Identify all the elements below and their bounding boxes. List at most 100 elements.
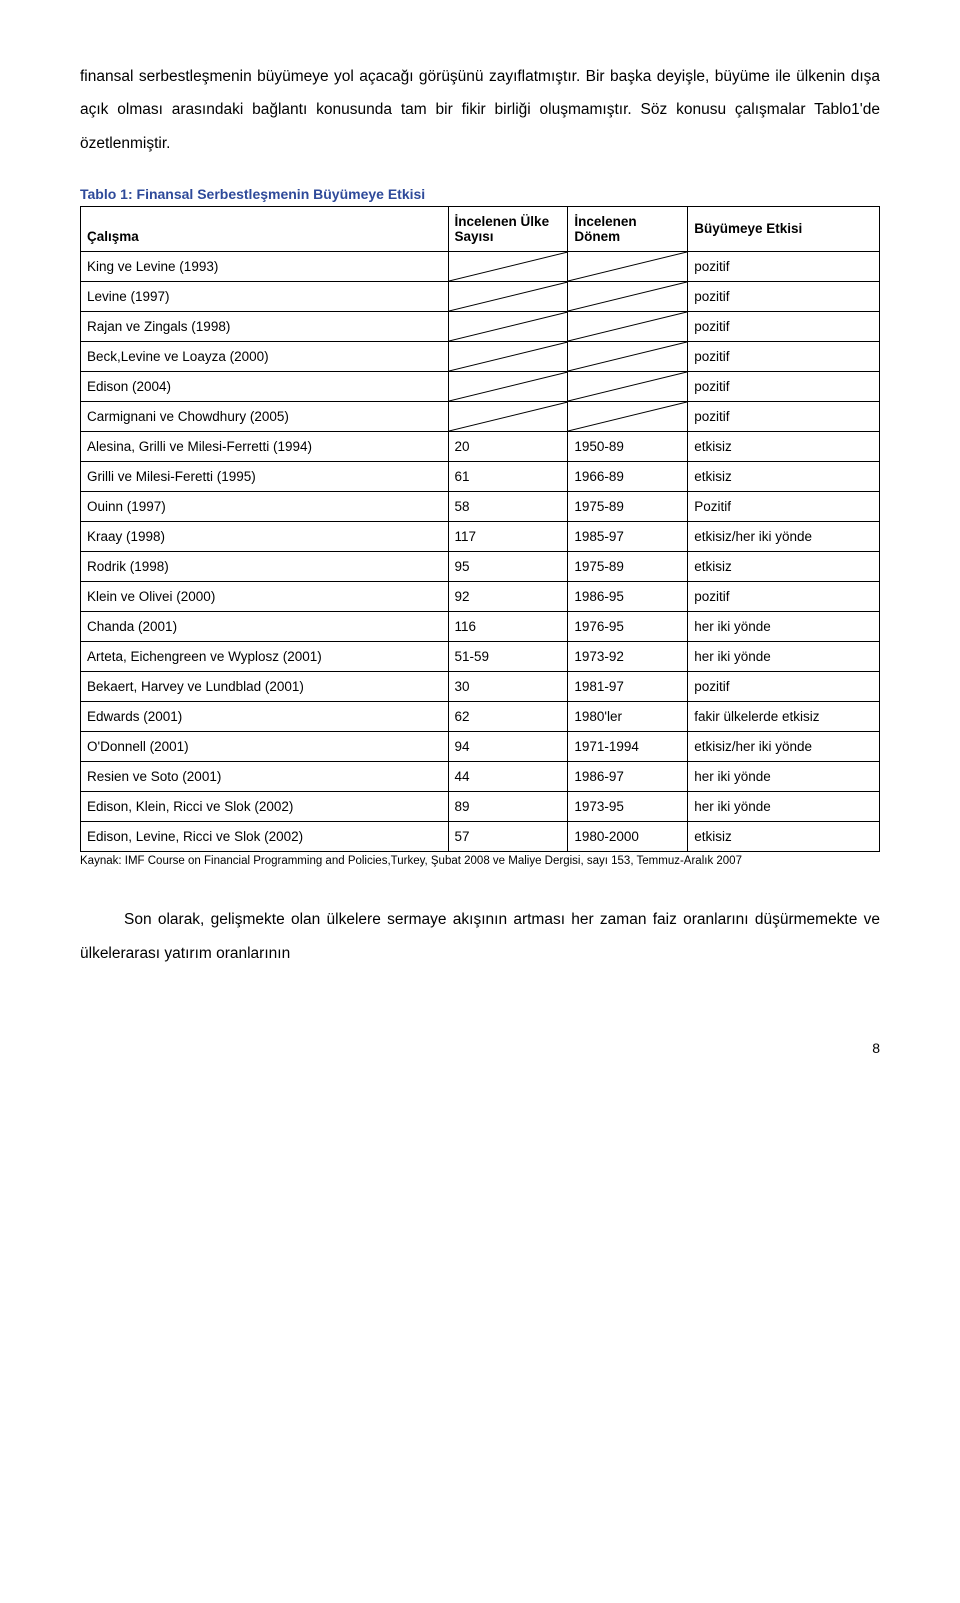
cell-country-count: 51-59	[448, 641, 568, 671]
cell-country-count: 94	[448, 731, 568, 761]
cell-effect: etkisiz	[688, 551, 880, 581]
cell-country-count: 58	[448, 491, 568, 521]
cell-period: 1986-95	[568, 581, 688, 611]
cell-study: Chanda (2001)	[81, 611, 449, 641]
table-row: Beck,Levine ve Loayza (2000) pozitif	[81, 341, 880, 371]
cell-country-count: 20	[448, 431, 568, 461]
cell-study: Rodrik (1998)	[81, 551, 449, 581]
cell-study: Kraay (1998)	[81, 521, 449, 551]
cell-period: 1976-95	[568, 611, 688, 641]
cell-effect: etkisiz	[688, 821, 880, 851]
table-row: Arteta, Eichengreen ve Wyplosz (2001)51-…	[81, 641, 880, 671]
cell-effect: pozitif	[688, 371, 880, 401]
table-row: O'Donnell (2001)941971-1994etkisiz/her i…	[81, 731, 880, 761]
cell-period: 1980'ler	[568, 701, 688, 731]
cell-country-count: 89	[448, 791, 568, 821]
cell-study: Klein ve Olivei (2000)	[81, 581, 449, 611]
table-row: Rodrik (1998)951975-89etkisiz	[81, 551, 880, 581]
cell-period: 1980-2000	[568, 821, 688, 851]
cell-effect: pozitif	[688, 341, 880, 371]
cell-effect: etkisiz/her iki yönde	[688, 521, 880, 551]
cell-period: 1973-92	[568, 641, 688, 671]
table-row: Edison, Klein, Ricci ve Slok (2002)89197…	[81, 791, 880, 821]
diagonal-cell	[568, 281, 688, 311]
cell-country-count: 117	[448, 521, 568, 551]
cell-period: 1985-97	[568, 521, 688, 551]
table-row: Resien ve Soto (2001)441986-97her iki yö…	[81, 761, 880, 791]
cell-study: Edwards (2001)	[81, 701, 449, 731]
cell-country-count: 57	[448, 821, 568, 851]
diagonal-cell	[448, 281, 568, 311]
table-row: Grilli ve Milesi-Feretti (1995)611966-89…	[81, 461, 880, 491]
table-title: Tablo 1: Finansal Serbestleşmenin Büyüme…	[80, 186, 880, 202]
table-row: Carmignani ve Chowdhury (2005) pozitif	[81, 401, 880, 431]
cell-effect: pozitif	[688, 581, 880, 611]
cell-study: Arteta, Eichengreen ve Wyplosz (2001)	[81, 641, 449, 671]
table-row: Edwards (2001)621980'lerfakir ülkelerde …	[81, 701, 880, 731]
table-row: Chanda (2001)1161976-95her iki yönde	[81, 611, 880, 641]
source-note: Kaynak: IMF Course on Financial Programm…	[80, 854, 880, 870]
diagonal-cell	[568, 341, 688, 371]
cell-effect: Pozitif	[688, 491, 880, 521]
cell-effect: her iki yönde	[688, 641, 880, 671]
cell-effect: fakir ülkelerde etkisiz	[688, 701, 880, 731]
cell-study: Alesina, Grilli ve Milesi-Ferretti (1994…	[81, 431, 449, 461]
header-period: İncelenen Dönem	[568, 206, 688, 251]
cell-country-count: 30	[448, 671, 568, 701]
cell-effect: her iki yönde	[688, 611, 880, 641]
diagonal-cell	[448, 341, 568, 371]
diagonal-cell	[448, 311, 568, 341]
diagonal-cell	[448, 371, 568, 401]
cell-effect: her iki yönde	[688, 791, 880, 821]
cell-country-count: 62	[448, 701, 568, 731]
table-row: Edison (2004) pozitif	[81, 371, 880, 401]
cell-country-count: 92	[448, 581, 568, 611]
diagonal-cell	[448, 251, 568, 281]
cell-period: 1986-97	[568, 761, 688, 791]
cell-effect: pozitif	[688, 401, 880, 431]
cell-country-count: 44	[448, 761, 568, 791]
cell-study: Levine (1997)	[81, 281, 449, 311]
cell-period: 1966-89	[568, 461, 688, 491]
cell-study: Edison (2004)	[81, 371, 449, 401]
paragraph-top: finansal serbestleşmenin büyümeye yol aç…	[80, 60, 880, 160]
table-row: Rajan ve Zingals (1998) pozitif	[81, 311, 880, 341]
table-row: Ouinn (1997)581975-89Pozitif	[81, 491, 880, 521]
diagonal-cell	[568, 401, 688, 431]
cell-period: 1971-1994	[568, 731, 688, 761]
page-number: 8	[80, 1040, 880, 1056]
table-row: Levine (1997) pozitif	[81, 281, 880, 311]
cell-study: Resien ve Soto (2001)	[81, 761, 449, 791]
cell-period: 1975-89	[568, 491, 688, 521]
cell-study: Grilli ve Milesi-Feretti (1995)	[81, 461, 449, 491]
cell-effect: her iki yönde	[688, 761, 880, 791]
cell-period: 1973-95	[568, 791, 688, 821]
cell-effect: etkisiz/her iki yönde	[688, 731, 880, 761]
table-row: Kraay (1998)1171985-97etkisiz/her iki yö…	[81, 521, 880, 551]
cell-study: King ve Levine (1993)	[81, 251, 449, 281]
paragraph-bottom: Son olarak, gelişmekte olan ülkelere ser…	[80, 903, 880, 970]
cell-study: O'Donnell (2001)	[81, 731, 449, 761]
diagonal-cell	[568, 371, 688, 401]
cell-study: Rajan ve Zingals (1998)	[81, 311, 449, 341]
table-body: King ve Levine (1993)pozitifLevine (1997…	[81, 251, 880, 851]
cell-study: Beck,Levine ve Loayza (2000)	[81, 341, 449, 371]
cell-study: Edison, Levine, Ricci ve Slok (2002)	[81, 821, 449, 851]
cell-effect: etkisiz	[688, 431, 880, 461]
table-row: Klein ve Olivei (2000)921986-95pozitif	[81, 581, 880, 611]
table-financial-liberalization: Çalışma İncelenen Ülke Sayısı İncelenen …	[80, 206, 880, 852]
cell-period: 1975-89	[568, 551, 688, 581]
cell-effect: pozitif	[688, 671, 880, 701]
table-row: King ve Levine (1993)pozitif	[81, 251, 880, 281]
cell-effect: etkisiz	[688, 461, 880, 491]
diagonal-cell	[568, 311, 688, 341]
diagonal-cell	[448, 401, 568, 431]
cell-period: 1981-97	[568, 671, 688, 701]
cell-country-count: 95	[448, 551, 568, 581]
cell-study: Bekaert, Harvey ve Lundblad (2001)	[81, 671, 449, 701]
header-country-count: İncelenen Ülke Sayısı	[448, 206, 568, 251]
cell-effect: pozitif	[688, 281, 880, 311]
cell-study: Carmignani ve Chowdhury (2005)	[81, 401, 449, 431]
cell-effect: pozitif	[688, 311, 880, 341]
diagonal-cell	[568, 251, 688, 281]
